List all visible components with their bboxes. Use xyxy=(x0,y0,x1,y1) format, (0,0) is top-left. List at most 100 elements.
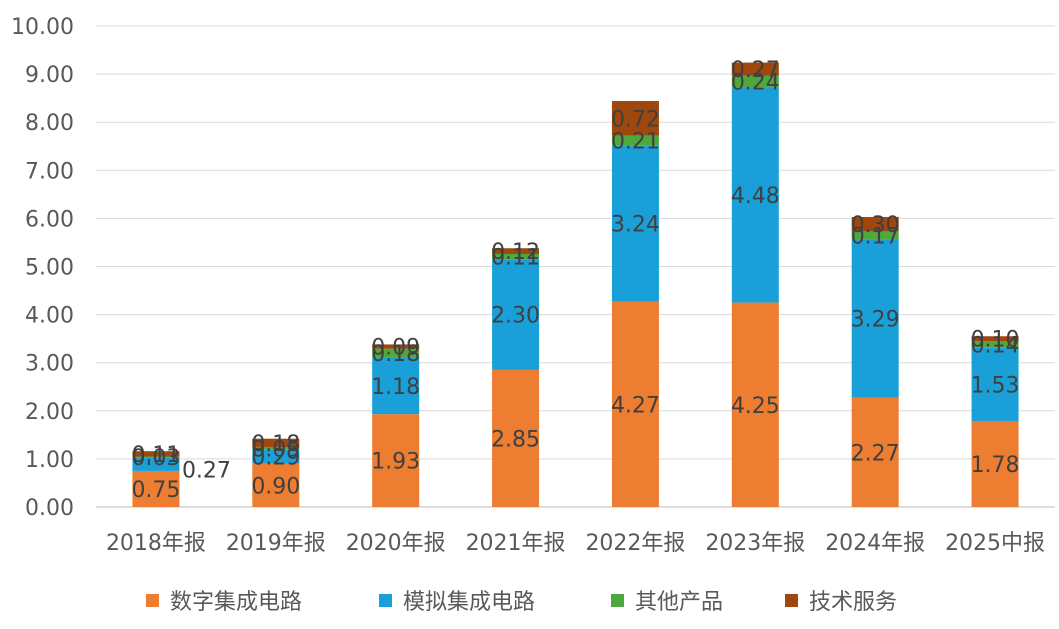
y-tick-label: 9.00 xyxy=(25,63,74,88)
bar-segment xyxy=(132,451,180,457)
data-label: 0.10 xyxy=(971,328,1020,353)
y-tick-label: 3.00 xyxy=(25,352,74,377)
data-label: 2.27 xyxy=(851,441,900,466)
legend: 数字集成电路 模拟集成电路 其他产品 技术服务 xyxy=(146,590,897,615)
bar-segment xyxy=(252,463,300,507)
bar-segment xyxy=(971,347,1019,422)
data-label: 0.05 xyxy=(251,438,300,463)
data-label: 0.11 xyxy=(131,443,180,468)
bar-segment xyxy=(611,301,659,507)
data-label: 1.78 xyxy=(971,453,1020,478)
data-label: 0.90 xyxy=(251,474,300,499)
x-category-label: 2022年报 xyxy=(585,531,685,556)
data-label: 0.18 xyxy=(371,342,420,367)
bar-segment xyxy=(731,62,779,76)
y-tick-label: 6.00 xyxy=(25,207,74,232)
data-label: 0.24 xyxy=(731,70,780,95)
data-label: 0.18 xyxy=(251,432,300,457)
data-label: 0.72 xyxy=(611,107,660,132)
legend-swatch xyxy=(785,594,798,607)
bar-segment xyxy=(731,87,779,303)
legend-label: 数字集成电路 xyxy=(170,590,302,615)
bar-segment xyxy=(731,302,779,507)
y-tick-label: 0.00 xyxy=(25,496,74,521)
data-label: 4.25 xyxy=(731,394,780,419)
bars xyxy=(132,62,1019,507)
bar-segment xyxy=(492,369,540,507)
bar-segment xyxy=(851,231,899,240)
data-label: 0.21 xyxy=(611,130,660,155)
data-label: 1.18 xyxy=(371,375,420,400)
data-label: 1.93 xyxy=(371,450,420,475)
x-category-label: 2021年报 xyxy=(466,531,566,556)
x-axis: 2018年报 2019年报 2020年报 2021年报 2022年报 2023年报 2024… xyxy=(106,531,1045,556)
bar-segment xyxy=(252,447,300,450)
bar-segment xyxy=(492,248,540,254)
x-category-label: 2025中报 xyxy=(945,531,1045,556)
bar-segment xyxy=(851,216,899,232)
y-axis: 0.00 1.00 2.00 3.00 4.00 5.00 6.00 7.00 8.00 9.00… xyxy=(11,15,74,521)
legend-item: 数字集成电路 xyxy=(146,590,302,615)
x-category-label: 2019年报 xyxy=(226,531,326,556)
bar-segment xyxy=(132,457,180,471)
data-label: 0.09 xyxy=(371,336,420,361)
legend-item: 技术服务 xyxy=(785,590,897,615)
bar-segment xyxy=(731,75,779,88)
y-tick-label: 10.00 xyxy=(11,15,74,40)
data-label: 0.17 xyxy=(851,224,900,249)
data-label: 0.27 xyxy=(182,458,231,483)
bar-segment xyxy=(971,336,1019,342)
y-tick-label: 8.00 xyxy=(25,111,74,136)
y-tick-label: 4.00 xyxy=(25,304,74,329)
data-label: 3.29 xyxy=(851,308,900,333)
legend-label: 模拟集成电路 xyxy=(403,590,535,615)
bar-segment xyxy=(372,357,420,415)
data-label: 0.14 xyxy=(971,333,1020,358)
bar-segment xyxy=(971,421,1019,507)
bar-segment xyxy=(492,259,540,370)
data-label: 0.03 xyxy=(131,446,180,471)
bar-segment xyxy=(851,397,899,507)
data-label: 0.27 xyxy=(731,58,780,83)
data-label: 0.30 xyxy=(851,213,900,238)
gridlines xyxy=(96,25,1055,508)
legend-item: 其他产品 xyxy=(611,590,723,615)
y-tick-label: 7.00 xyxy=(25,159,74,184)
data-labels: 0.750.270.030.110.900.290.050.181.931.18… xyxy=(131,58,1019,503)
data-label: 1.53 xyxy=(971,374,1020,399)
legend-swatch xyxy=(146,594,159,607)
data-label: 0.29 xyxy=(251,446,300,471)
bar-segment xyxy=(132,456,180,458)
legend-swatch xyxy=(611,594,624,607)
bar-segment xyxy=(252,449,300,464)
data-label: 0.75 xyxy=(131,478,180,503)
data-label: 3.24 xyxy=(611,213,660,238)
legend-item: 模拟集成电路 xyxy=(379,590,535,615)
bar-segment xyxy=(851,239,899,398)
data-label: 0.11 xyxy=(491,246,540,271)
bar-segment xyxy=(372,344,420,349)
bar-segment xyxy=(132,470,180,507)
bar-segment xyxy=(971,341,1019,348)
y-tick-label: 1.00 xyxy=(25,448,74,473)
bar-segment xyxy=(372,414,420,507)
legend-label: 技术服务 xyxy=(809,590,897,615)
y-tick-label: 5.00 xyxy=(25,256,74,281)
x-category-label: 2020年报 xyxy=(346,531,446,556)
x-category-label: 2024年报 xyxy=(825,531,925,556)
x-category-label: 2018年报 xyxy=(106,531,206,556)
data-label: 2.85 xyxy=(491,427,540,452)
bar-segment xyxy=(252,438,300,448)
data-label: 2.30 xyxy=(491,304,540,329)
bar-segment xyxy=(611,101,659,136)
bar-segment xyxy=(372,348,420,358)
x-category-label: 2023年报 xyxy=(705,531,805,556)
bar-segment xyxy=(611,135,659,146)
legend-swatch xyxy=(379,594,392,607)
bar-segment xyxy=(492,253,540,260)
y-tick-label: 2.00 xyxy=(25,400,74,425)
legend-label: 其他产品 xyxy=(635,590,723,615)
data-label: 4.48 xyxy=(731,184,780,209)
data-label: 4.27 xyxy=(611,393,660,418)
